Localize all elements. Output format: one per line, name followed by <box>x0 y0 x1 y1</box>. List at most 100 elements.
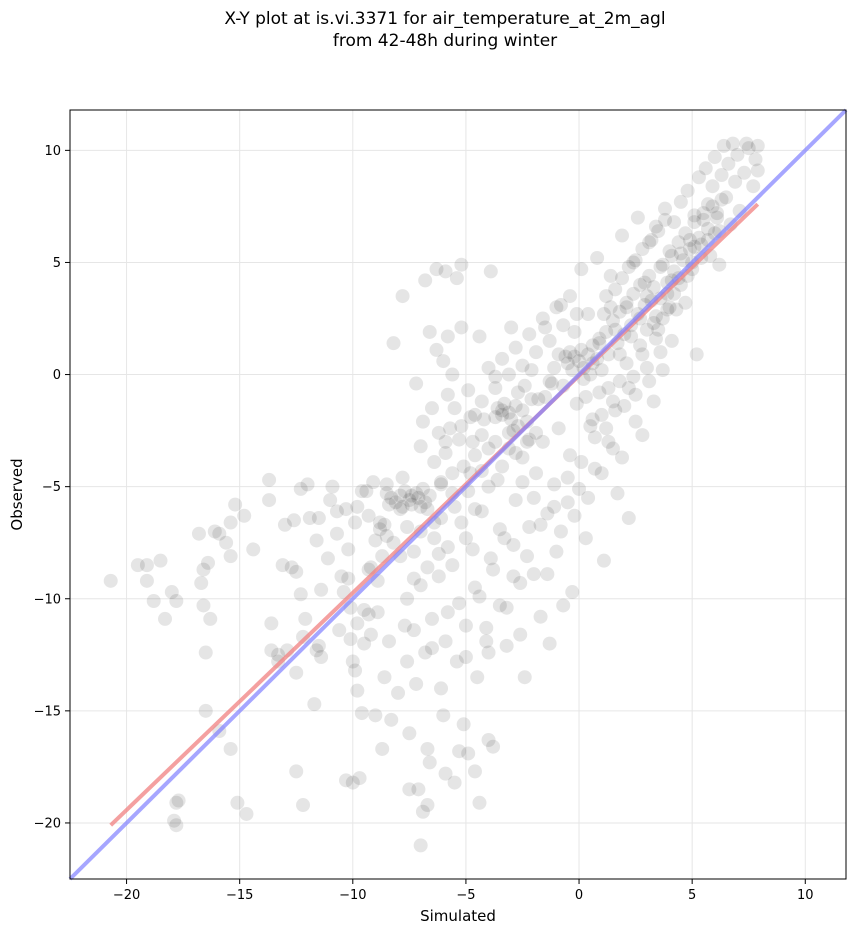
data-point <box>499 600 514 615</box>
data-point <box>522 520 537 535</box>
data-point <box>196 598 211 613</box>
y-axis-label: Observed <box>8 458 26 530</box>
data-point <box>601 434 616 449</box>
data-point <box>615 450 630 465</box>
data-point <box>626 369 641 384</box>
data-point <box>486 739 501 754</box>
data-point <box>400 654 415 669</box>
data-point <box>467 764 482 779</box>
data-point <box>673 246 688 261</box>
data-point <box>639 322 654 337</box>
data-point <box>714 192 729 207</box>
data-point <box>572 354 587 369</box>
data-point <box>361 508 376 523</box>
data-point <box>481 732 496 747</box>
data-point <box>687 208 702 223</box>
data-point <box>633 338 648 353</box>
data-point <box>486 562 501 577</box>
data-point <box>633 277 648 292</box>
data-point <box>488 434 503 449</box>
data-point <box>298 611 313 626</box>
data-point <box>395 470 410 485</box>
data-point <box>445 558 460 573</box>
data-point <box>497 396 512 411</box>
data-point <box>334 569 349 584</box>
data-point <box>440 387 455 402</box>
data-point <box>517 378 532 393</box>
data-point <box>397 618 412 633</box>
data-point <box>409 676 424 691</box>
data-point <box>587 430 602 445</box>
data-point <box>472 795 487 810</box>
data-point <box>725 136 740 151</box>
data-point <box>549 544 564 559</box>
data-point <box>542 374 557 389</box>
data-point <box>637 275 652 290</box>
data-point <box>345 775 360 790</box>
data-point <box>300 477 315 492</box>
data-point <box>605 394 620 409</box>
data-point <box>311 511 326 526</box>
data-point <box>574 262 589 277</box>
data-point <box>603 268 618 283</box>
data-point <box>427 531 442 546</box>
data-point <box>572 481 587 496</box>
data-point <box>504 412 519 427</box>
data-point <box>474 504 489 519</box>
grid <box>70 110 846 879</box>
data-point <box>664 333 679 348</box>
data-point <box>420 502 435 517</box>
data-point <box>583 367 598 382</box>
data-point <box>422 488 437 503</box>
data-point <box>508 340 523 355</box>
data-point <box>615 228 630 243</box>
data-point <box>341 571 356 586</box>
data-point <box>705 199 720 214</box>
data-point <box>379 486 394 501</box>
data-point <box>583 419 598 434</box>
data-point <box>508 446 523 461</box>
data-point <box>397 484 412 499</box>
data-point <box>420 798 435 813</box>
data-point <box>169 818 184 833</box>
data-point <box>642 235 657 250</box>
x-tick-label: −15 <box>226 888 253 903</box>
data-point <box>314 582 329 597</box>
data-point <box>510 385 525 400</box>
data-point <box>296 798 311 813</box>
data-point <box>560 470 575 485</box>
data-point <box>488 381 503 396</box>
data-point <box>581 307 596 322</box>
data-point <box>264 643 279 658</box>
x-tick-label: 0 <box>575 888 583 903</box>
data-point <box>567 349 582 364</box>
data-point <box>146 593 161 608</box>
data-point <box>467 580 482 595</box>
data-point <box>377 517 392 532</box>
data-point <box>167 813 182 828</box>
data-point <box>467 502 482 517</box>
data-point <box>538 320 553 335</box>
data-point <box>495 351 510 366</box>
y-tick-label: 0 <box>53 368 61 383</box>
data-point <box>553 298 568 313</box>
x-tick-label: −20 <box>113 888 140 903</box>
data-point <box>562 345 577 360</box>
data-point <box>635 347 650 362</box>
data-point <box>506 569 521 584</box>
data-point <box>710 206 725 221</box>
data-point <box>651 224 666 239</box>
data-point <box>400 591 415 606</box>
data-point <box>492 522 507 537</box>
data-point <box>289 764 304 779</box>
data-point <box>239 806 254 821</box>
data-point <box>284 560 299 575</box>
data-point <box>375 741 390 756</box>
data-point <box>470 670 485 685</box>
data-point <box>605 313 620 328</box>
data-point <box>458 650 473 665</box>
data-point <box>479 634 494 649</box>
data-point <box>307 697 322 712</box>
data-point <box>585 412 600 427</box>
data-point <box>415 804 430 819</box>
